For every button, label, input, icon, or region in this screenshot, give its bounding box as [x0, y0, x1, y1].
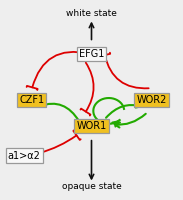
- Text: CZF1: CZF1: [19, 95, 44, 105]
- Text: EFG1: EFG1: [79, 49, 104, 59]
- Text: a1>α2: a1>α2: [8, 151, 41, 161]
- Text: white state: white state: [66, 9, 117, 18]
- Text: WOR1: WOR1: [76, 121, 107, 131]
- Text: opaque state: opaque state: [62, 182, 121, 191]
- Text: WOR2: WOR2: [136, 95, 167, 105]
